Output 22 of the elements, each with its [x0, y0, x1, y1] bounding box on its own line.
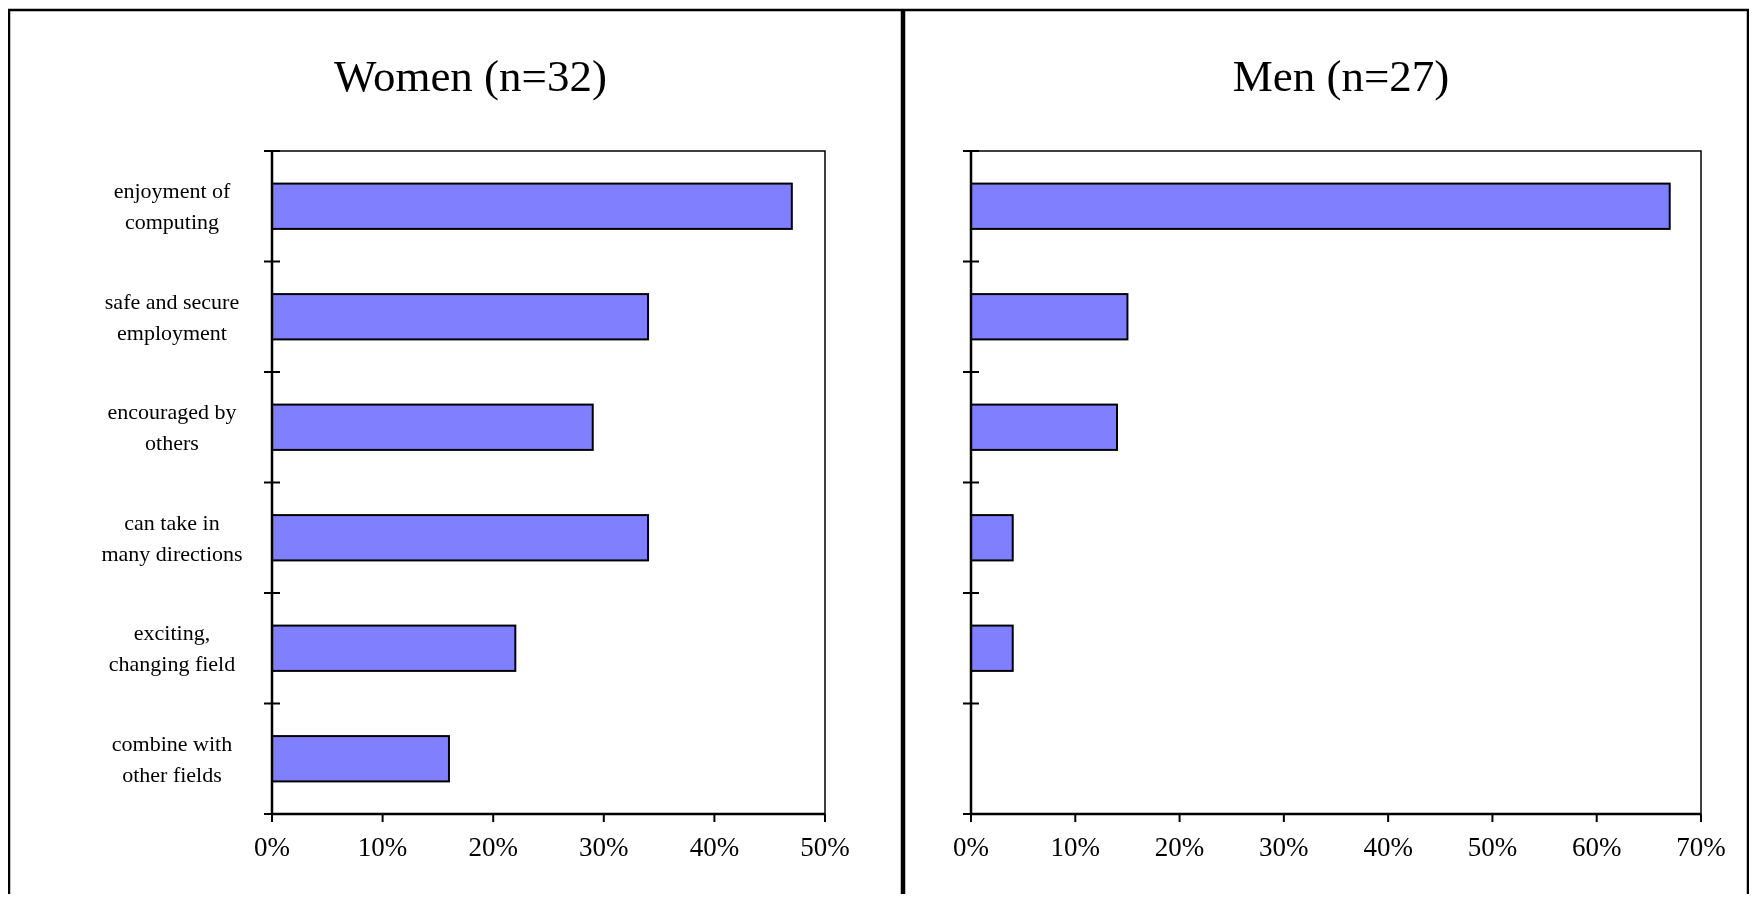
y-tick-label: can take in many directions: [101, 509, 243, 566]
x-tick-label: 40%: [1363, 832, 1413, 862]
x-tick-label: 10%: [1050, 832, 1101, 862]
y-tick-label: encouraged by others: [107, 399, 237, 456]
y-tick-label: exciting, changing field: [108, 620, 236, 677]
y-tick-label: safe and secure employment: [104, 288, 240, 345]
x-tick-label: 20%: [468, 832, 518, 862]
chart-title: Men (n=27): [1232, 51, 1450, 101]
x-tick-label: 30%: [579, 832, 629, 862]
y-tick-label: combine with other fields: [111, 730, 233, 787]
x-tick-label: 0%: [254, 832, 290, 862]
x-tick-label: 50%: [800, 832, 850, 862]
x-tick-label: 0%: [953, 832, 989, 862]
x-tick-label: 30%: [1259, 832, 1309, 862]
x-tick-label: 20%: [1154, 832, 1205, 862]
x-tick-label: 70%: [1676, 832, 1726, 862]
x-tick-label: 40%: [689, 832, 740, 862]
y-tick-label: enjoyment of computing: [113, 178, 232, 235]
x-tick-label: 50%: [1467, 832, 1518, 862]
chart-title: Women (n=32): [334, 51, 607, 101]
x-tick-label: 60%: [1571, 832, 1622, 862]
x-tick-label: 10%: [357, 832, 408, 862]
